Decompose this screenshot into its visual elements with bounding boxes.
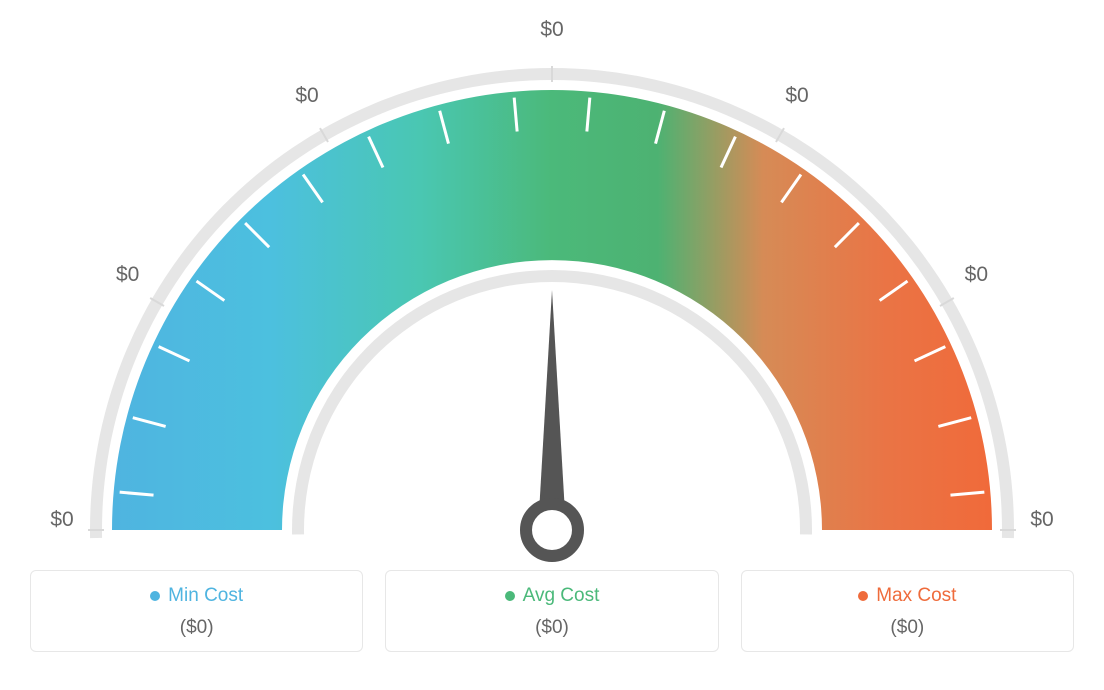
- legend-dot-min: [150, 591, 160, 601]
- legend-label-min: Min Cost: [168, 585, 243, 607]
- legend-label-max: Max Cost: [876, 585, 956, 607]
- legend-label-avg: Avg Cost: [523, 585, 600, 607]
- legend-card-avg: Avg Cost ($0): [385, 570, 718, 652]
- gauge-cost-chart: $0 $0 $0 $0 $0 $0 $0 Min Cost ($0) Avg Cost ($…: [0, 0, 1104, 690]
- gauge-tick-label: $0: [295, 84, 318, 108]
- legend-value-max: ($0): [752, 617, 1063, 639]
- gauge-area: $0 $0 $0 $0 $0 $0 $0: [0, 0, 1104, 560]
- legend-value-min: ($0): [41, 617, 352, 639]
- legend-row: Min Cost ($0) Avg Cost ($0) Max Cost ($0…: [0, 570, 1104, 652]
- gauge-tick-label: $0: [785, 84, 808, 108]
- legend-title-avg: Avg Cost: [505, 585, 600, 607]
- legend-value-avg: ($0): [396, 617, 707, 639]
- gauge-tick-label: $0: [50, 508, 73, 532]
- legend-card-min: Min Cost ($0): [30, 570, 363, 652]
- gauge-tick-label: $0: [116, 263, 139, 287]
- legend-card-max: Max Cost ($0): [741, 570, 1074, 652]
- gauge-tick-label: $0: [540, 18, 563, 42]
- gauge-tick-label: $0: [1030, 508, 1053, 532]
- gauge-tick-label: $0: [965, 263, 988, 287]
- legend-dot-max: [858, 591, 868, 601]
- legend-title-min: Min Cost: [150, 585, 243, 607]
- legend-dot-avg: [505, 591, 515, 601]
- legend-title-max: Max Cost: [858, 585, 956, 607]
- gauge-svg: [0, 10, 1104, 570]
